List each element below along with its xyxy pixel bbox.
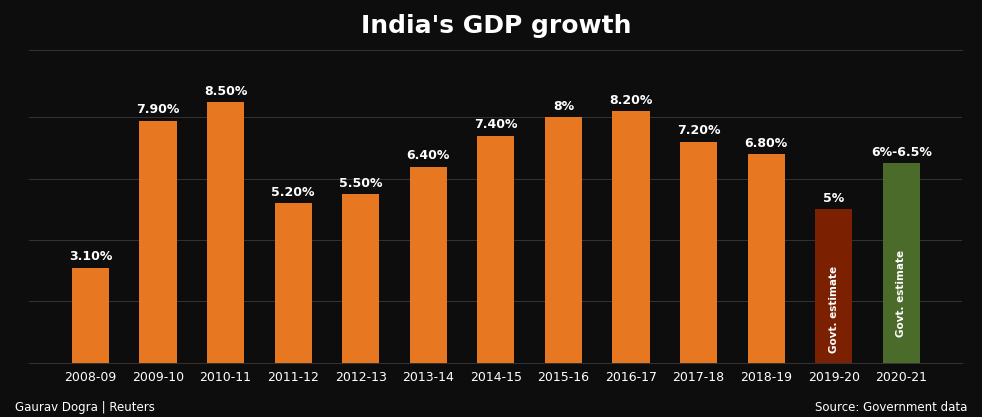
Text: Govt. estimate: Govt. estimate: [897, 249, 906, 337]
Text: 6%-6.5%: 6%-6.5%: [871, 146, 932, 159]
Bar: [342, 194, 379, 363]
Bar: [883, 163, 920, 363]
Bar: [409, 166, 447, 363]
Bar: [207, 102, 245, 363]
Text: 6.40%: 6.40%: [407, 149, 450, 162]
Text: 8.50%: 8.50%: [204, 85, 247, 98]
Bar: [815, 209, 852, 363]
Text: Source: Government data: Source: Government data: [815, 401, 967, 414]
Text: 3.10%: 3.10%: [69, 250, 112, 263]
Bar: [613, 111, 650, 363]
Text: 5%: 5%: [823, 192, 845, 205]
Bar: [275, 203, 311, 363]
Text: Gaurav Dogra | Reuters: Gaurav Dogra | Reuters: [15, 401, 154, 414]
Text: 5.50%: 5.50%: [339, 176, 383, 190]
Text: 7.40%: 7.40%: [474, 118, 518, 131]
Text: 7.20%: 7.20%: [677, 124, 721, 138]
Bar: [681, 142, 717, 363]
Bar: [545, 118, 582, 363]
Text: 6.80%: 6.80%: [744, 137, 788, 150]
Title: India's GDP growth: India's GDP growth: [360, 14, 631, 38]
Bar: [477, 136, 515, 363]
Bar: [72, 268, 109, 363]
Text: 8.20%: 8.20%: [610, 94, 653, 107]
Bar: [747, 154, 785, 363]
Text: 5.20%: 5.20%: [271, 186, 315, 199]
Text: 7.90%: 7.90%: [136, 103, 180, 116]
Text: 8%: 8%: [553, 100, 574, 113]
Bar: [139, 121, 177, 363]
Text: Govt. estimate: Govt. estimate: [829, 266, 839, 353]
